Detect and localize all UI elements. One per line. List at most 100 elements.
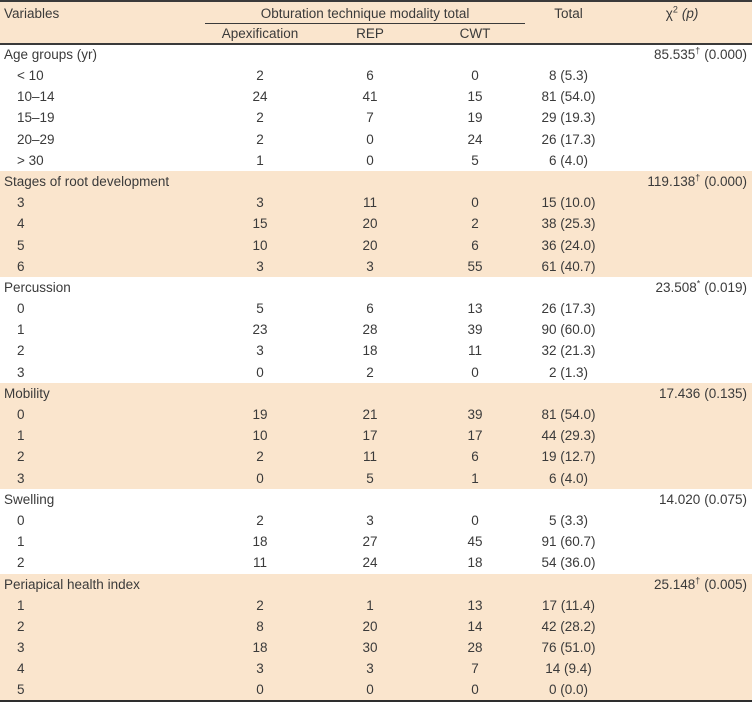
cell-chi-square (612, 255, 752, 278)
cell-cwt (425, 488, 526, 511)
data-row: 5 10 20 6 36 (24.0) (0, 234, 752, 256)
cell-cwt: 28 (425, 637, 526, 659)
cell-rep: 41 (315, 86, 425, 108)
data-row: 1 10 17 17 44 (29.3) (0, 425, 752, 447)
cell-chi-square (612, 425, 752, 447)
cell-cwt: 0 (425, 65, 526, 87)
cell-total: 8 (5.3) (525, 65, 613, 87)
cell-variable: 1 (0, 531, 205, 553)
cell-cwt (425, 573, 526, 595)
data-row: 6 3 3 55 61 (40.7) (0, 255, 752, 278)
cell-variable: Periapical health index (0, 573, 205, 595)
cell-total (525, 171, 613, 193)
cell-chi-square: 119.138† (0.000) (612, 171, 752, 193)
cell-cwt: 0 (425, 679, 526, 702)
cell-chi-square (612, 637, 752, 659)
cell-chi-square (612, 65, 752, 87)
cell-cwt: 13 (425, 298, 526, 320)
cell-chi-square: 25.148† (0.005) (612, 573, 752, 595)
cell-rep (315, 383, 425, 405)
cell-variable: Mobility (0, 383, 205, 405)
data-row: 20–29 2 0 24 26 (17.3) (0, 128, 752, 150)
chi-p-value: (0.000) (704, 47, 748, 63)
cell-rep (315, 171, 425, 193)
cell-total: 38 (25.3) (525, 213, 613, 235)
cell-total: 14 (9.4) (525, 658, 613, 680)
cell-apexification: 3 (205, 192, 315, 214)
cell-total: 91 (60.7) (525, 531, 613, 553)
cell-chi-square (612, 361, 752, 383)
cell-total (525, 488, 613, 511)
cell-apexification (205, 277, 315, 299)
cell-chi-square: 17.436 (0.135) (612, 383, 752, 405)
cell-rep: 20 (315, 213, 425, 235)
cell-cwt (425, 171, 526, 193)
cell-cwt: 6 (425, 446, 526, 468)
cell-cwt: 11 (425, 340, 526, 362)
cell-rep: 0 (315, 149, 425, 172)
cell-total: 26 (17.3) (525, 298, 613, 320)
cell-total: 61 (40.7) (525, 255, 613, 278)
cell-chi-square (612, 213, 752, 235)
cell-chi-square (612, 510, 752, 532)
cell-cwt: 45 (425, 531, 526, 553)
cell-chi-square (612, 192, 752, 214)
chi-p-label: (p) (681, 6, 699, 21)
cell-total: 81 (54.0) (525, 404, 613, 426)
cell-cwt: 17 (425, 425, 526, 447)
cell-chi-square (612, 319, 752, 341)
cell-total: 5 (3.3) (525, 510, 613, 532)
cell-apexification: 2 (205, 65, 315, 87)
cell-rep: 7 (315, 107, 425, 129)
data-row: 2 8 20 14 42 (28.2) (0, 616, 752, 638)
cell-chi-square (612, 234, 752, 256)
cell-total: 32 (21.3) (525, 340, 613, 362)
chi-p-value: (0.135) (704, 385, 748, 401)
cell-chi-square (612, 107, 752, 129)
cell-variable: 0 (0, 298, 205, 320)
cell-variable: Swelling (0, 488, 205, 511)
chi-significance-marker: † (695, 45, 701, 56)
cell-variable: 3 (0, 361, 205, 383)
cell-apexification: 23 (205, 319, 315, 341)
data-row: 0 19 21 39 81 (54.0) (0, 404, 752, 426)
chi-symbol: χ (665, 6, 673, 21)
cell-chi-square (612, 446, 752, 468)
cell-total: 26 (17.3) (525, 128, 613, 150)
cell-chi-square (612, 404, 752, 426)
cell-apexification: 10 (205, 234, 315, 256)
cell-apexification (205, 171, 315, 193)
cell-rep: 30 (315, 637, 425, 659)
chi-value: 23.508 (655, 279, 697, 295)
cell-apexification: 2 (205, 446, 315, 468)
cell-cwt: 24 (425, 128, 526, 150)
cell-apexification: 2 (205, 594, 315, 617)
cell-chi-square (612, 298, 752, 320)
section-row: Stages of root development 119.138† (0.000… (0, 171, 752, 193)
cell-total (525, 277, 613, 299)
column-header-chi-square: χ2 (p) (612, 1, 752, 45)
cell-apexification: 1 (205, 149, 315, 172)
cell-total: 17 (11.4) (525, 594, 613, 617)
cell-rep: 27 (315, 531, 425, 553)
cell-rep (315, 488, 425, 511)
chi-significance-marker: † (695, 575, 701, 586)
cell-variable: 3 (0, 467, 205, 489)
cell-cwt: 7 (425, 658, 526, 680)
cell-total: 90 (60.0) (525, 319, 613, 341)
cell-chi-square (612, 552, 752, 574)
cell-rep (315, 573, 425, 595)
cell-apexification: 2 (205, 128, 315, 150)
cell-rep: 0 (315, 128, 425, 150)
cell-cwt: 39 (425, 404, 526, 426)
cell-apexification (205, 573, 315, 595)
cell-apexification: 5 (205, 298, 315, 320)
cell-variable: Stages of root development (0, 171, 205, 193)
cell-rep: 18 (315, 340, 425, 362)
cell-cwt (425, 277, 526, 299)
cell-total (525, 383, 613, 405)
cell-variable: 4 (0, 213, 205, 235)
cell-rep: 3 (315, 255, 425, 278)
